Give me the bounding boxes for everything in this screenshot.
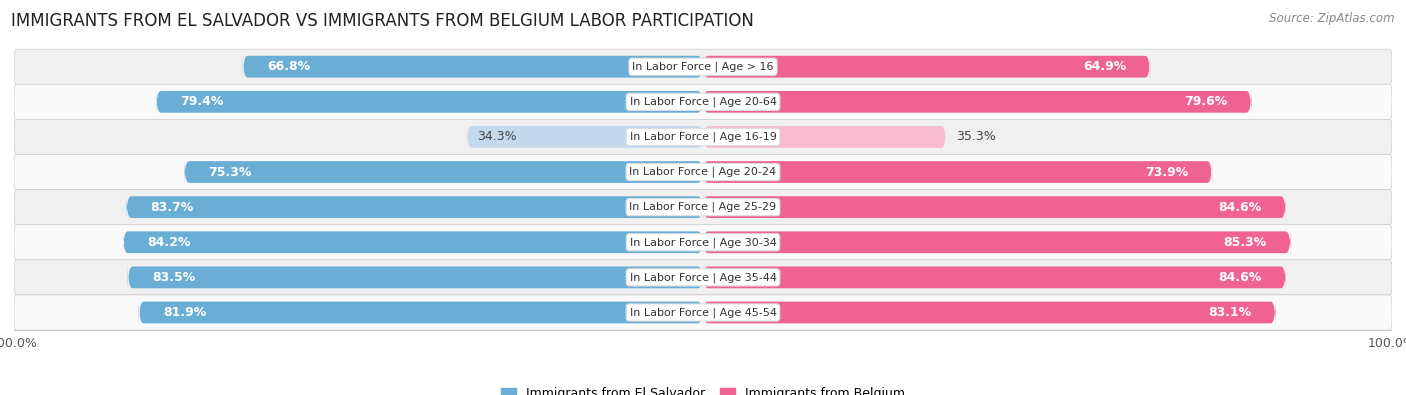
FancyBboxPatch shape: [703, 194, 1286, 221]
FancyBboxPatch shape: [14, 260, 1392, 295]
FancyBboxPatch shape: [703, 299, 1275, 326]
Text: Source: ZipAtlas.com: Source: ZipAtlas.com: [1270, 12, 1395, 25]
Text: 84.2%: 84.2%: [148, 236, 190, 249]
FancyBboxPatch shape: [703, 229, 1291, 256]
FancyBboxPatch shape: [703, 123, 946, 150]
Text: 79.6%: 79.6%: [1184, 95, 1227, 108]
Text: In Labor Force | Age 25-29: In Labor Force | Age 25-29: [630, 202, 776, 213]
FancyBboxPatch shape: [128, 264, 703, 291]
FancyBboxPatch shape: [703, 88, 1251, 115]
Text: In Labor Force | Age 16-19: In Labor Force | Age 16-19: [630, 132, 776, 142]
Text: In Labor Force | Age 45-54: In Labor Force | Age 45-54: [630, 307, 776, 318]
Text: In Labor Force | Age 20-24: In Labor Force | Age 20-24: [630, 167, 776, 177]
FancyBboxPatch shape: [467, 123, 703, 150]
FancyBboxPatch shape: [127, 194, 703, 221]
FancyBboxPatch shape: [243, 53, 703, 81]
Text: 35.3%: 35.3%: [956, 130, 997, 143]
Text: 83.1%: 83.1%: [1208, 306, 1251, 319]
Legend: Immigrants from El Salvador, Immigrants from Belgium: Immigrants from El Salvador, Immigrants …: [496, 382, 910, 395]
Text: 75.3%: 75.3%: [208, 166, 252, 179]
Text: 83.7%: 83.7%: [150, 201, 194, 214]
Text: In Labor Force | Age 20-64: In Labor Force | Age 20-64: [630, 96, 776, 107]
Text: 85.3%: 85.3%: [1223, 236, 1267, 249]
Text: 66.8%: 66.8%: [267, 60, 311, 73]
FancyBboxPatch shape: [156, 88, 703, 115]
Text: In Labor Force | Age > 16: In Labor Force | Age > 16: [633, 62, 773, 72]
FancyBboxPatch shape: [14, 190, 1392, 225]
FancyBboxPatch shape: [14, 295, 1392, 330]
FancyBboxPatch shape: [14, 154, 1392, 190]
Text: In Labor Force | Age 35-44: In Labor Force | Age 35-44: [630, 272, 776, 283]
Text: 84.6%: 84.6%: [1219, 271, 1261, 284]
FancyBboxPatch shape: [703, 53, 1150, 81]
Text: 64.9%: 64.9%: [1083, 60, 1126, 73]
FancyBboxPatch shape: [14, 49, 1392, 84]
Text: 81.9%: 81.9%: [163, 306, 207, 319]
Text: 79.4%: 79.4%: [180, 95, 224, 108]
FancyBboxPatch shape: [14, 225, 1392, 260]
Text: 84.6%: 84.6%: [1219, 201, 1261, 214]
Text: 34.3%: 34.3%: [477, 130, 516, 143]
FancyBboxPatch shape: [122, 229, 703, 256]
FancyBboxPatch shape: [14, 84, 1392, 119]
FancyBboxPatch shape: [703, 158, 1212, 186]
Text: In Labor Force | Age 30-34: In Labor Force | Age 30-34: [630, 237, 776, 248]
Text: 83.5%: 83.5%: [152, 271, 195, 284]
FancyBboxPatch shape: [14, 119, 1392, 154]
Text: 73.9%: 73.9%: [1144, 166, 1188, 179]
FancyBboxPatch shape: [184, 158, 703, 186]
FancyBboxPatch shape: [139, 299, 703, 326]
Text: IMMIGRANTS FROM EL SALVADOR VS IMMIGRANTS FROM BELGIUM LABOR PARTICIPATION: IMMIGRANTS FROM EL SALVADOR VS IMMIGRANT…: [11, 12, 754, 30]
FancyBboxPatch shape: [703, 264, 1286, 291]
